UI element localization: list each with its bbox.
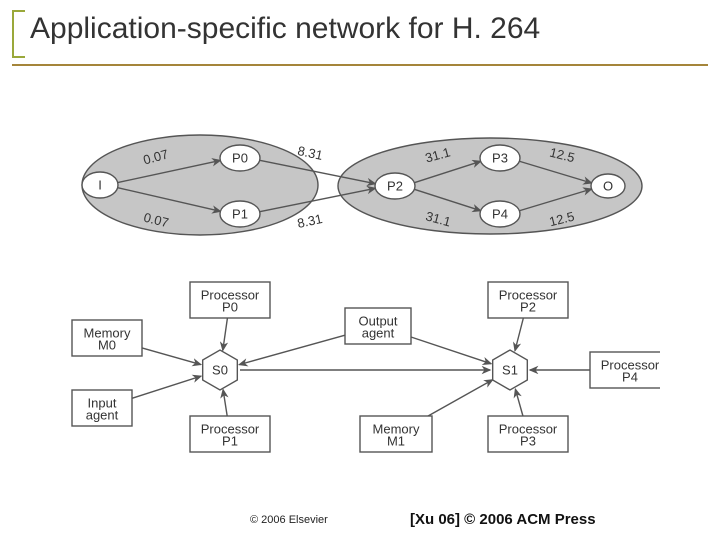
svg-text:P3: P3 [492, 150, 508, 165]
svg-text:P0: P0 [232, 150, 248, 165]
svg-text:P3: P3 [520, 433, 536, 448]
net-link [515, 389, 523, 416]
svg-text:P4: P4 [622, 369, 638, 384]
net-link [132, 376, 201, 398]
net-link [411, 337, 491, 364]
svg-text:S1: S1 [502, 362, 518, 377]
svg-text:P1: P1 [222, 433, 238, 448]
slide-title: Application-specific network for H. 264 [30, 12, 540, 46]
slide: Application-specific network for H. 264 … [0, 0, 720, 540]
footer-copyright-left: © 2006 Elsevier [250, 514, 328, 526]
svg-text:agent: agent [86, 407, 119, 422]
title-underline [12, 64, 708, 66]
svg-text:P2: P2 [520, 299, 536, 314]
svg-text:P0: P0 [222, 299, 238, 314]
net-link [515, 318, 523, 351]
svg-text:O: O [603, 178, 613, 193]
svg-text:P4: P4 [492, 206, 508, 221]
diagram-canvas: 0.070.078.318.3131.131.112.512.5IP0P1P2P… [60, 120, 660, 460]
footer-copyright-right: [Xu 06] © 2006 ACM Press [410, 511, 596, 528]
svg-text:P2: P2 [387, 178, 403, 193]
net-link [239, 335, 345, 364]
svg-text:8.31: 8.31 [296, 211, 324, 231]
svg-text:I: I [98, 177, 102, 192]
svg-text:M0: M0 [98, 337, 116, 352]
svg-text:S0: S0 [212, 362, 228, 377]
title-accent [12, 10, 25, 58]
net-link [223, 318, 228, 350]
title-bar: Application-specific network for H. 264 [12, 10, 708, 66]
net-link [142, 348, 201, 365]
svg-text:P1: P1 [232, 206, 248, 221]
net-link [428, 380, 492, 416]
svg-text:M1: M1 [387, 433, 405, 448]
svg-text:agent: agent [362, 325, 395, 340]
net-link [223, 390, 227, 416]
